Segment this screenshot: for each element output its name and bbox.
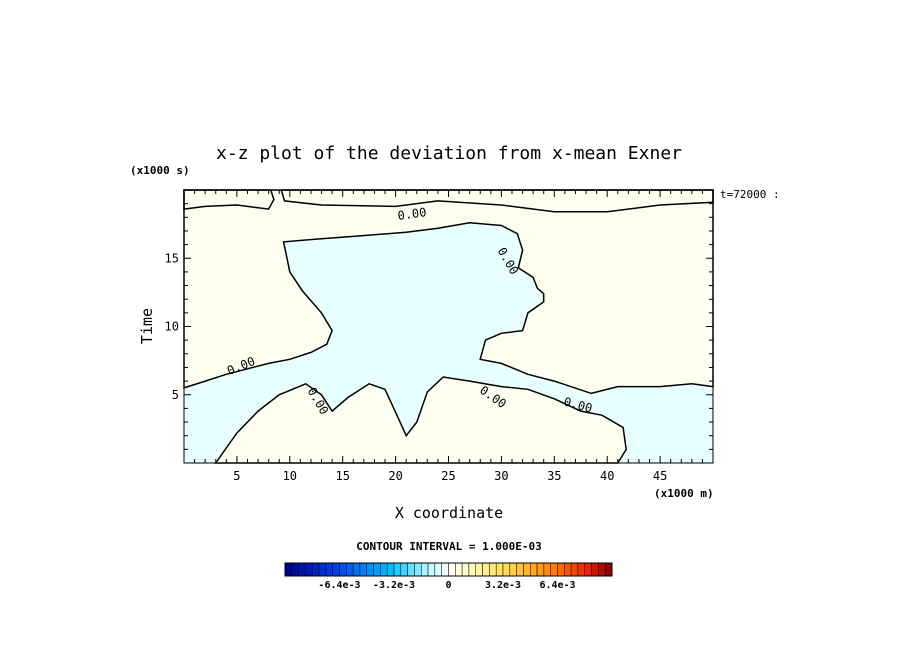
- colorbar-bin: [455, 562, 463, 577]
- positive-region: [184, 190, 713, 394]
- colorbar-bin: [359, 562, 367, 577]
- contour-fill-regions: [184, 190, 713, 463]
- colorbar-bin: [325, 562, 333, 577]
- colorbar-bin: [584, 562, 592, 577]
- colorbar-bin: [400, 562, 408, 577]
- contour-line: [214, 376, 627, 464]
- colorbar-tick-label: -3.2e-3: [373, 580, 415, 591]
- colorbar-bin: [461, 562, 470, 577]
- colorbar-tick-label: 3.2e-3: [485, 580, 521, 591]
- x-tick-label: 15: [335, 469, 349, 483]
- x-axis-label: X coordinate: [395, 504, 503, 522]
- colorbar-frame: [284, 562, 613, 577]
- colorbar-bin: [305, 562, 313, 577]
- colorbar-bin: [530, 562, 538, 577]
- y-tick-label: 5: [172, 388, 179, 402]
- x-tick-label: 40: [600, 469, 614, 483]
- x-tick-label: 25: [441, 469, 455, 483]
- x-tick-label: 20: [388, 469, 402, 483]
- colorbar-bin: [557, 562, 565, 577]
- colorbar-bin: [346, 562, 354, 577]
- x-axis-unit: (x1000 m): [654, 487, 714, 500]
- colorbar-tick-label: -6.4e-3: [318, 580, 360, 591]
- colorbar-bin: [489, 562, 497, 577]
- colorbar-tick-label: 0: [445, 580, 451, 591]
- y-tick-label: 15: [165, 251, 179, 265]
- colorbar-bin: [536, 562, 545, 577]
- colorbar-tick-labels: -6.4e-3 -3.2e-3 0 3.2e-3 6.4e-3: [318, 580, 575, 591]
- x-axis-ticks: 5 10 15 20 25 30 35 40 45: [194, 190, 703, 483]
- colorbar-bin: [421, 562, 429, 577]
- colorbar-bin: [380, 562, 388, 577]
- colorbar-bin: [318, 562, 327, 577]
- positive-region: [215, 377, 627, 463]
- colorbar-bin: [516, 562, 524, 577]
- colorbar-bin: [564, 562, 572, 577]
- colorbar-bin: [441, 562, 449, 577]
- colorbar-bin: [482, 562, 490, 577]
- colorbar-bin: [298, 562, 306, 577]
- colorbar-bin: [495, 562, 504, 577]
- colorbar-bin: [468, 562, 476, 577]
- colorbar-bin: [598, 562, 606, 577]
- colorbar-bin: [550, 562, 558, 577]
- colorbar-bin: [386, 562, 395, 577]
- contour-line: [183, 189, 714, 395]
- colorbar-bin: [502, 562, 511, 577]
- contour-interval-label: CONTOUR INTERVAL = 1.000E-03: [356, 540, 541, 553]
- x-tick-label: 5: [233, 469, 240, 483]
- colorbar-bin: [448, 562, 456, 577]
- colorbar-tick-label: 6.4e-3: [539, 580, 575, 591]
- y-tick-label: 10: [165, 320, 179, 334]
- colorbar-bin: [591, 562, 599, 577]
- colorbar: [284, 562, 613, 577]
- colorbar-bin: [312, 562, 320, 577]
- x-tick-label: 35: [547, 469, 561, 483]
- chart-title: x-z plot of the deviation from x-mean Ex…: [216, 143, 682, 164]
- colorbar-bin: [291, 562, 299, 577]
- colorbar-bin: [570, 562, 579, 577]
- y-axis-label: Time: [138, 308, 156, 344]
- colorbar-bin: [577, 562, 585, 577]
- colorbar-bin: [427, 562, 436, 577]
- colorbar-bin: [284, 562, 293, 577]
- contour-label: 0.00: [397, 205, 428, 223]
- colorbar-bin: [352, 562, 361, 577]
- colorbar-bin: [475, 562, 483, 577]
- colorbar-bin: [373, 562, 381, 577]
- x-tick-label: 45: [653, 469, 667, 483]
- colorbar-bin: [407, 562, 415, 577]
- colorbar-bin: [543, 562, 551, 577]
- x-tick-label: 30: [494, 469, 508, 483]
- colorbar-bin: [339, 562, 347, 577]
- colorbar-bin: [523, 562, 531, 577]
- colorbar-bin: [509, 562, 517, 577]
- colorbar-bin: [414, 562, 422, 577]
- colorbar-bin: [604, 562, 613, 577]
- colorbar-bin: [434, 562, 442, 577]
- y-axis-ticks: 5 10 15: [165, 203, 713, 450]
- colorbar-bin: [393, 562, 402, 577]
- y-axis-unit: (x1000 s): [130, 164, 190, 177]
- colorbar-bin: [332, 562, 340, 577]
- x-tick-label: 10: [283, 469, 297, 483]
- time-label: t=72000 :: [720, 188, 780, 201]
- colorbar-bin: [366, 562, 374, 577]
